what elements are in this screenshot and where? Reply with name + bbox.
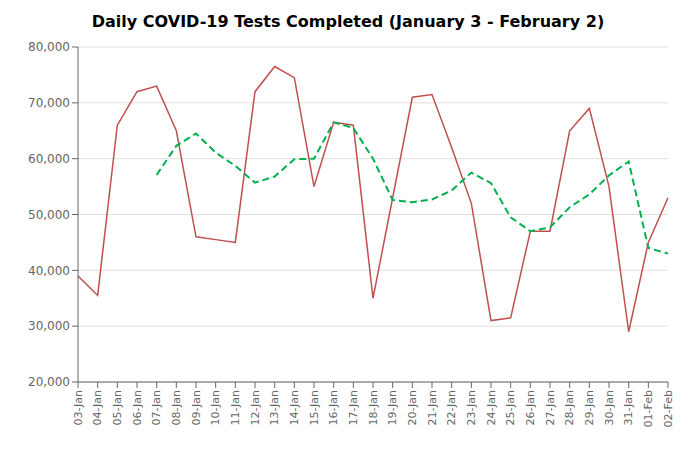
svg-text:05-Jan: 05-Jan [111, 390, 124, 426]
svg-text:40,000: 40,000 [28, 264, 70, 278]
svg-text:10-Jan: 10-Jan [209, 390, 222, 426]
svg-text:21-Jan: 21-Jan [426, 390, 439, 426]
svg-text:02-Feb: 02-Feb [662, 390, 675, 427]
svg-text:18-Jan: 18-Jan [367, 390, 380, 426]
svg-text:17-Jan: 17-Jan [347, 390, 360, 426]
svg-text:06-Jan: 06-Jan [131, 390, 144, 426]
svg-text:27-Jan: 27-Jan [544, 390, 557, 426]
svg-text:30,000: 30,000 [28, 319, 70, 333]
svg-text:30-Jan: 30-Jan [603, 390, 616, 426]
svg-text:80,000: 80,000 [28, 40, 70, 54]
svg-text:20,000: 20,000 [28, 375, 70, 389]
svg-text:25-Jan: 25-Jan [504, 390, 517, 426]
svg-text:50,000: 50,000 [28, 208, 70, 222]
svg-text:14-Jan: 14-Jan [288, 390, 301, 426]
html-text:Daily COVID-19 Tests Completed: Daily COVID-19 Tests Completed (January … [91, 12, 605, 31]
svg-text:12-Jan: 12-Jan [249, 390, 262, 426]
svg-text:24-Jan: 24-Jan [485, 390, 498, 426]
svg-text:60,000: 60,000 [28, 152, 70, 166]
svg-text:28-Jan: 28-Jan [563, 390, 576, 426]
svg-text:31-Jan: 31-Jan [622, 390, 635, 426]
svg-text:22-Jan: 22-Jan [445, 390, 458, 426]
svg-text:11-Jan: 11-Jan [229, 390, 242, 426]
svg-text:04-Jan: 04-Jan [91, 390, 104, 426]
svg-text:29-Jan: 29-Jan [583, 390, 596, 426]
svg-text:01-Feb: 01-Feb [642, 390, 655, 427]
svg-text:26-Jan: 26-Jan [524, 390, 537, 426]
svg-text:19-Jan: 19-Jan [386, 390, 399, 426]
svg-text:23-Jan: 23-Jan [465, 390, 478, 426]
svg-text:07-Jan: 07-Jan [150, 390, 163, 426]
svg-text:13-Jan: 13-Jan [268, 390, 281, 426]
svg-text:20-Jan: 20-Jan [406, 390, 419, 426]
svg-text:08-Jan: 08-Jan [170, 390, 183, 426]
svg-text:16-Jan: 16-Jan [327, 390, 340, 426]
svg-text:70,000: 70,000 [28, 96, 70, 110]
svg-text:03-Jan: 03-Jan [72, 390, 85, 426]
svg-text:15-Jan: 15-Jan [308, 390, 321, 426]
svg-text:09-Jan: 09-Jan [190, 390, 203, 426]
